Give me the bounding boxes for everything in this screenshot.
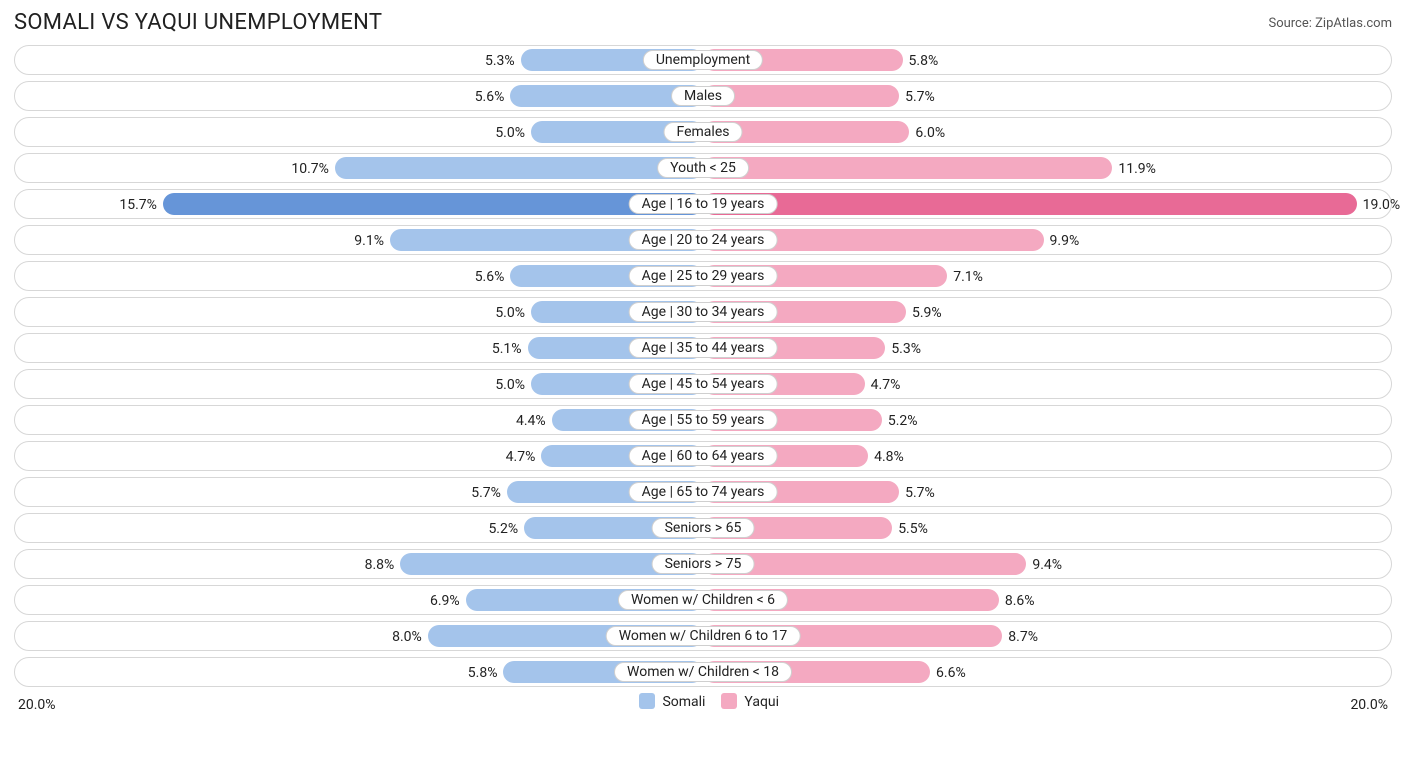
row-label: Age | 60 to 64 years: [629, 446, 778, 466]
value-left: 9.1%: [354, 233, 390, 249]
chart-row: 15.7%19.0%Age | 16 to 19 years: [14, 189, 1392, 219]
row-label: Women w/ Children < 18: [614, 662, 792, 682]
row-label: Women w/ Children < 6: [618, 590, 788, 610]
value-right: 5.7%: [899, 89, 935, 105]
value-left: 8.0%: [392, 629, 428, 645]
value-right: 9.9%: [1044, 233, 1080, 249]
chart-source: Source: ZipAtlas.com: [1268, 10, 1392, 31]
value-right: 8.7%: [1002, 629, 1038, 645]
axis-left-max: 20.0%: [18, 697, 56, 713]
value-right: 5.3%: [885, 341, 921, 357]
chart-row: 5.0% 6.0% Females: [14, 117, 1392, 147]
row-label: Age | 30 to 34 years: [629, 302, 778, 322]
row-label: Age | 16 to 19 years: [629, 194, 778, 214]
row-label: Youth < 25: [657, 158, 749, 178]
chart-row: 5.0% 5.9% Age | 30 to 34 years: [14, 297, 1392, 327]
chart-row: 5.6% 5.7% Males: [14, 81, 1392, 111]
value-right: 4.7%: [865, 377, 901, 393]
chart-row: 5.7% 5.7% Age | 65 to 74 years: [14, 477, 1392, 507]
value-left: 5.2%: [488, 521, 524, 537]
value-right: 5.2%: [882, 413, 918, 429]
chart-row: 4.4% 5.2% Age | 55 to 59 years: [14, 405, 1392, 435]
chart-row: 6.9% 8.6% Women w/ Children < 6: [14, 585, 1392, 615]
legend-label-left: Somali: [662, 694, 705, 710]
value-left: 5.8%: [468, 665, 504, 681]
value-right: 5.9%: [906, 305, 942, 321]
value-right: 8.6%: [999, 593, 1035, 609]
row-label: Females: [664, 122, 743, 142]
row-label: Age | 45 to 54 years: [629, 374, 778, 394]
value-right: 7.1%: [947, 269, 983, 285]
bar-right: 11.9%: [703, 157, 1112, 179]
value-left: 5.0%: [495, 125, 531, 141]
value-left: 5.6%: [475, 89, 511, 105]
chart-row: 5.0% 4.7% Age | 45 to 54 years: [14, 369, 1392, 399]
chart-row: 5.8% 6.6% Women w/ Children < 18: [14, 657, 1392, 687]
chart-row: 8.0% 8.7% Women w/ Children 6 to 17: [14, 621, 1392, 651]
bar-left: 10.7%: [335, 157, 703, 179]
legend-swatch-left: [639, 693, 655, 709]
value-right: 6.0%: [909, 125, 945, 141]
row-label: Unemployment: [643, 50, 763, 70]
value-right: 9.4%: [1026, 557, 1062, 573]
value-right: 4.8%: [868, 449, 904, 465]
legend-swatch-right: [721, 693, 737, 709]
chart-row: 9.1% 9.9% Age | 20 to 24 years: [14, 225, 1392, 255]
chart-row: 5.1% 5.3% Age | 35 to 44 years: [14, 333, 1392, 363]
bar-right: 19.0%: [703, 193, 1357, 215]
row-label: Seniors > 65: [652, 518, 755, 538]
row-label: Males: [671, 86, 735, 106]
chart-legend: Somali Yaqui: [14, 693, 1392, 710]
chart-row: 5.3% 5.8% Unemployment: [14, 45, 1392, 75]
row-label: Age | 65 to 74 years: [629, 482, 778, 502]
value-right: 6.6%: [930, 665, 966, 681]
value-left: 6.9%: [430, 593, 466, 609]
chart-row: 5.2% 5.5% Seniors > 65: [14, 513, 1392, 543]
chart-row: 8.8% 9.4% Seniors > 75: [14, 549, 1392, 579]
value-right: 5.7%: [899, 485, 935, 501]
row-label: Age | 20 to 24 years: [629, 230, 778, 250]
chart-row: 4.7% 4.8% Age | 60 to 64 years: [14, 441, 1392, 471]
value-left: 4.7%: [506, 449, 542, 465]
chart-header: SOMALI VS YAQUI UNEMPLOYMENT Source: Zip…: [14, 10, 1392, 35]
bar-left: 15.7%: [163, 193, 703, 215]
row-label: Age | 25 to 29 years: [629, 266, 778, 286]
value-left: 5.3%: [485, 53, 521, 69]
value-left: 4.4%: [516, 413, 552, 429]
row-label: Age | 35 to 44 years: [629, 338, 778, 358]
axis-right-max: 20.0%: [1350, 697, 1388, 713]
row-label: Age | 55 to 59 years: [629, 410, 778, 430]
value-left: 5.0%: [495, 305, 531, 321]
value-left: 5.7%: [471, 485, 507, 501]
value-left: 5.1%: [492, 341, 528, 357]
chart-title: SOMALI VS YAQUI UNEMPLOYMENT: [14, 10, 382, 35]
value-right: 5.5%: [892, 521, 928, 537]
value-right: 19.0%: [1357, 197, 1401, 213]
value-left: 10.7%: [291, 161, 335, 177]
chart-body: 5.3% 5.8% Unemployment 5.6% 5.7% Males 5.0% 6.0…: [14, 45, 1392, 687]
chart-row: 5.6% 7.1% Age | 25 to 29 years: [14, 261, 1392, 291]
chart-row: 10.7%11.9%Youth < 25: [14, 153, 1392, 183]
row-label: Seniors > 75: [652, 554, 755, 574]
legend-label-right: Yaqui: [744, 694, 779, 710]
value-right: 11.9%: [1112, 161, 1156, 177]
value-left: 15.7%: [119, 197, 163, 213]
row-label: Women w/ Children 6 to 17: [606, 626, 801, 646]
value-right: 5.8%: [903, 53, 939, 69]
value-left: 5.0%: [495, 377, 531, 393]
value-left: 5.6%: [475, 269, 511, 285]
value-left: 8.8%: [365, 557, 401, 573]
